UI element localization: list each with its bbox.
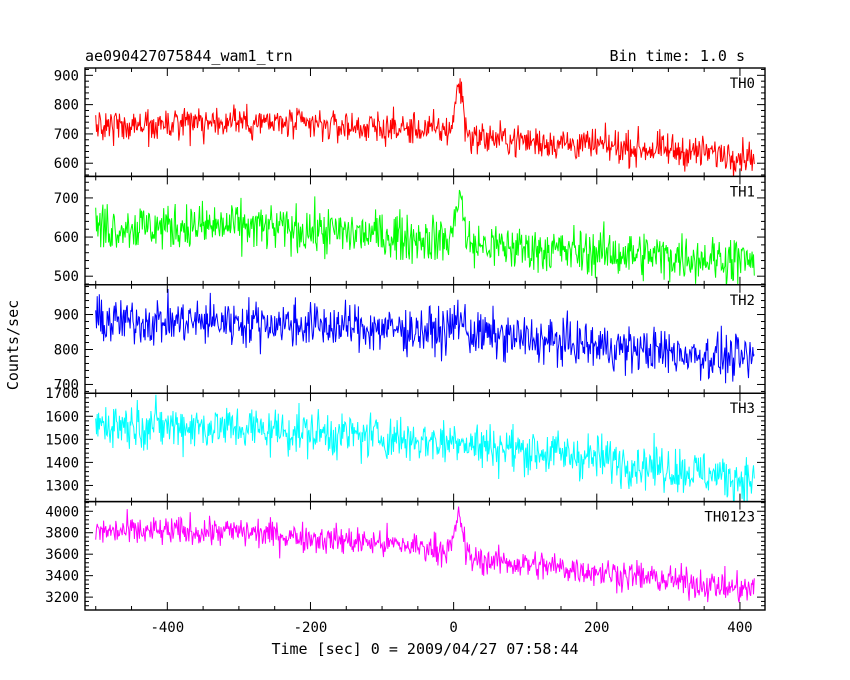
panel-label: TH2 — [730, 293, 755, 309]
x-tick-labels: -400 -200 0 200 400 — [150, 620, 752, 636]
x-axis-label: Time [sec] 0 = 2009/04/27 07:58:44 — [271, 640, 578, 658]
y-tick-label: 1300 — [45, 478, 79, 494]
x-tick-label: 200 — [584, 620, 609, 636]
y-tick-label: 1600 — [45, 409, 79, 425]
panel-label: TH1 — [730, 184, 755, 200]
series-line-th3 — [95, 394, 755, 502]
panel-label: TH0 — [730, 76, 755, 92]
panel-label: TH3 — [730, 401, 755, 417]
x-tick-label: 400 — [727, 620, 752, 636]
panel-th2: 700 800 900 TH2 — [54, 284, 766, 394]
series-line-th0 — [95, 78, 755, 177]
panel-th0123: 3200 3400 3600 3800 4000 TH0123 — [45, 500, 766, 611]
panel-th0: 600 700 800 900 TH0 — [54, 67, 766, 178]
panel-frame — [84, 500, 766, 611]
y-tick-label: 3600 — [45, 547, 79, 563]
y-tick-label: 4000 — [45, 504, 79, 520]
panels-group: 600 700 800 900 TH0 500 600 700 TH1 700 800 900 TH2 1… — [45, 67, 766, 611]
y-tick-label: 1700 — [45, 386, 79, 402]
panel-label: TH0123 — [704, 510, 755, 526]
series-line-th0123 — [95, 506, 755, 603]
x-tick-label: -400 — [150, 620, 184, 636]
y-tick-label: 3400 — [45, 569, 79, 585]
panel-th3: 1300 1400 1500 1600 1700 TH3 — [45, 386, 766, 503]
y-tick-label: 900 — [54, 68, 79, 84]
bin-time-label: Bin time: 1.0 s — [610, 47, 745, 65]
series-line-th2 — [95, 288, 755, 384]
y-tick-label: 900 — [54, 308, 79, 324]
y-tick-label: 700 — [54, 191, 79, 207]
y-tick-label: 1400 — [45, 455, 79, 471]
y-tick-label: 700 — [54, 127, 79, 143]
y-tick-label: 1500 — [45, 432, 79, 448]
series-line-th1 — [95, 189, 755, 285]
y-tick-label: 800 — [54, 98, 79, 114]
y-tick-label: 600 — [54, 156, 79, 172]
x-tick-label: -200 — [294, 620, 328, 636]
chart-title: ae090427075844_wam1_trn — [85, 47, 293, 65]
y-tick-label: 700 — [54, 377, 79, 393]
y-tick-label: 3200 — [45, 590, 79, 606]
x-tick-label: 0 — [449, 620, 457, 636]
y-tick-label: 800 — [54, 342, 79, 358]
panel-th1: 500 600 700 TH1 — [54, 175, 766, 286]
y-tick-label: 500 — [54, 269, 79, 285]
y-axis-label: Counts/sec — [4, 300, 22, 390]
y-tick-label: 600 — [54, 230, 79, 246]
panel-frame — [84, 284, 766, 394]
y-tick-label: 3800 — [45, 526, 79, 542]
